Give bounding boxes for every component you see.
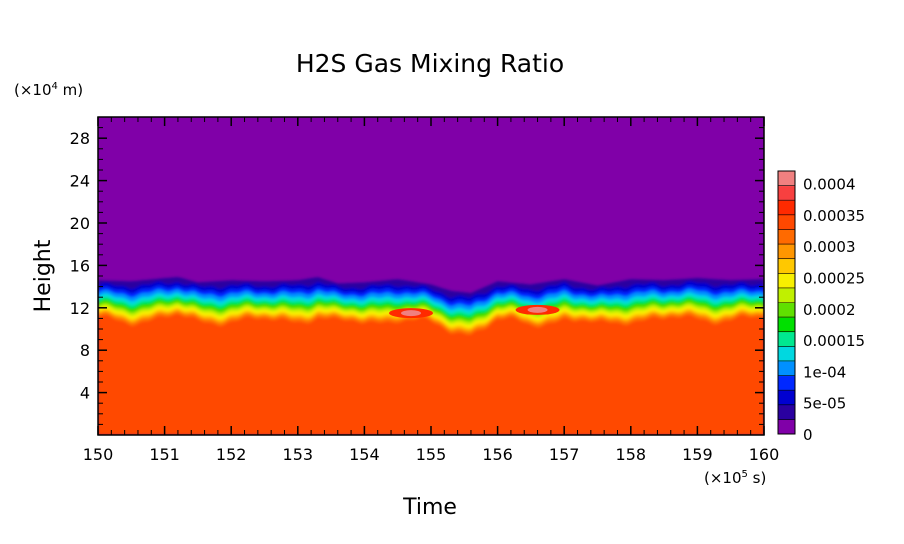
x-tick-label: 159 — [682, 445, 713, 464]
colorbar-tick-label: 0.00035 — [803, 207, 865, 225]
colorbar-segment — [778, 375, 795, 391]
colorbar-segment — [778, 419, 795, 435]
x-tick-label: 157 — [549, 445, 580, 464]
colorbar-tick-label: 0.0004 — [803, 176, 856, 194]
y-unit-label: (×104 m) — [14, 81, 83, 99]
colorbar-segment — [778, 390, 795, 406]
colorbar-segment — [778, 171, 795, 187]
colorbar-tick-label: 0.00025 — [803, 269, 865, 287]
colorbar: 0 5e-05 1e-04 0.00015 0.0002 0.00025 0.0003 0.0… — [777, 170, 865, 444]
colorbar-segment — [778, 404, 795, 420]
x-tick-label: 160 — [749, 445, 780, 464]
x-tick-label: 152 — [216, 445, 247, 464]
x-tick-label: 151 — [149, 445, 180, 464]
y-tick-label: 20 — [70, 214, 90, 233]
colorbar-segment — [778, 360, 795, 377]
colorbar-segment — [778, 185, 795, 201]
colorbar-tick-label: 1e-04 — [803, 363, 846, 381]
plot-area — [98, 117, 764, 435]
x-tick-label: 154 — [349, 445, 380, 464]
y-tick-label: 4 — [80, 384, 90, 403]
y-tick-label: 28 — [70, 129, 90, 148]
colorbar-tick-label: 5e-05 — [803, 395, 846, 413]
colorbar-segment — [778, 273, 795, 289]
colorbar-segment — [778, 331, 795, 347]
x-unit-label: (×105 s) — [704, 469, 766, 487]
colorbar-tick-label: 0.00015 — [803, 332, 865, 350]
y-tick-label: 24 — [70, 172, 90, 191]
y-tick-label: 12 — [70, 299, 90, 318]
colorbar-segment — [778, 244, 795, 260]
x-axis-title: Time — [402, 495, 457, 520]
x-tick-label: 153 — [283, 445, 314, 464]
y-axis-title: Height — [31, 239, 56, 312]
x-tick-label: 150 — [83, 445, 114, 464]
colorbar-tick-label: 0 — [803, 426, 813, 444]
chart-title: H2S Gas Mixing Ratio — [296, 49, 564, 78]
colorbar-tick-label: 0.0003 — [803, 238, 856, 256]
colorbar-tick-label: 0.0002 — [803, 301, 856, 319]
colorbar-segment — [778, 302, 795, 318]
colorbar-segment — [778, 346, 795, 362]
y-tick-label: 8 — [80, 341, 90, 360]
contour-band-main — [98, 314, 764, 435]
x-tick-label: 155 — [416, 445, 447, 464]
colorbar-segment — [778, 258, 795, 274]
colorbar-segment — [778, 287, 795, 303]
hotspot-core-1 — [527, 306, 548, 313]
colorbar-segment — [778, 214, 795, 230]
y-tick-label: 16 — [70, 256, 90, 275]
colorbar-segment — [778, 317, 795, 333]
colorbar-frame — [777, 170, 796, 435]
x-tick-label: 156 — [482, 445, 513, 464]
colorbar-segment — [778, 200, 795, 216]
colorbar-segment — [778, 229, 795, 245]
x-tick-label: 158 — [616, 445, 647, 464]
hotspot-core-0 — [401, 310, 422, 317]
